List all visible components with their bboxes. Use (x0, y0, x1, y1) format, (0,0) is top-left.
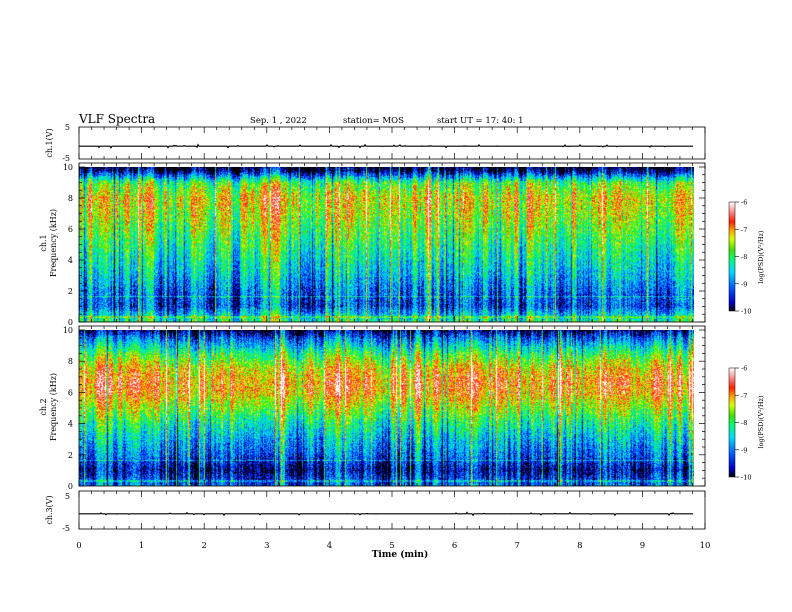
ch1-waveform-panel: 5 -5 ch.1(V) (45, 123, 706, 163)
ch2-spectrogram-ylabel-freq: Frequency (kHz) (49, 373, 58, 441)
ch3-waveform-ytick-bottom: -5 (62, 524, 70, 533)
start-ut-label: start UT = 17: 40: 1 (437, 116, 524, 126)
y-tick-label: 0 (68, 482, 73, 491)
y-tick-label: 8 (68, 357, 73, 366)
x-tick-label: 9 (640, 541, 645, 551)
ch2-colorbar-gradient (728, 367, 736, 478)
colorbar-tick-label: -10 (741, 474, 751, 482)
y-tick-label: 6 (68, 225, 73, 234)
ch3-waveform-ytick-top: 5 (65, 492, 70, 501)
ch2-spectrogram-yticks: 0 2 4 6 8 10 (63, 326, 705, 491)
colorbar-tick-label: -10 (741, 308, 751, 316)
ch3-waveform-ylabel: ch.3(V) (45, 495, 54, 524)
ch3-waveform-frame (78, 490, 706, 530)
ch3-waveform-panel: 5 -5 ch.3(V) (45, 490, 706, 533)
time-axis-ticks (78, 127, 706, 529)
time-axis-tick-labels: 0 1 2 3 4 5 6 7 8 9 10 (76, 541, 710, 551)
y-tick-label: 10 (63, 163, 73, 172)
y-tick-label: 4 (68, 256, 73, 265)
ch1-spectrogram-panel: 0 2 4 6 8 10 ch.1 Frequency (kHz) (39, 162, 706, 327)
ch3-waveform-line (79, 511, 693, 517)
ch2-spectrogram-ylabel-channel: ch.2 (39, 398, 48, 415)
colorbar-tick-label: -8 (741, 419, 747, 427)
colorbar-tick-label: -7 (741, 226, 747, 234)
ch1-spectrogram-image (79, 167, 694, 322)
y-tick-label: 8 (68, 194, 73, 203)
colorbar-tick-label: -9 (741, 446, 747, 454)
ch1-spectrogram-ylabel-freq: Frequency (kHz) (49, 209, 58, 277)
x-tick-label: 1 (139, 541, 144, 551)
date-label: Sep. 1 , 2022 (250, 116, 307, 126)
ch1-colorbar-ticks: -6 -7 -8 -9 -10 (735, 199, 751, 316)
x-tick-label: 3 (264, 541, 269, 551)
colorbar-tick-label: -6 (741, 199, 747, 207)
ch2-colorbar: -6 -7 -8 -9 -10 log(PSD)(V²/Hz) (728, 365, 765, 482)
x-tick-label: 10 (700, 541, 711, 551)
x-tick-label: 0 (76, 541, 81, 551)
colorbar-tick-label: -8 (741, 253, 747, 261)
ch1-spectrogram-yticks: 0 2 4 6 8 10 (63, 163, 705, 327)
ch1-waveform-ytick-bottom: -5 (62, 154, 70, 163)
x-tick-label: 7 (514, 541, 519, 551)
figure-title: VLF Spectra (78, 112, 155, 126)
colorbar-tick-label: -7 (741, 392, 747, 400)
ch1-waveform-ytick-top: 5 (65, 123, 70, 132)
ch1-colorbar-gradient (728, 201, 736, 312)
x-tick-label: 4 (327, 541, 332, 551)
y-tick-label: 2 (68, 287, 73, 296)
ch1-colorbar-label: log(PSD)(V²/Hz) (757, 230, 765, 283)
x-tick-label: 6 (452, 541, 457, 551)
y-tick-label: 0 (68, 318, 73, 327)
station-label: station= MOS (343, 116, 404, 126)
ch1-spectrogram-ylabel-channel: ch.1 (39, 234, 48, 251)
x-tick-label: 5 (389, 541, 394, 551)
x-axis-label: Time (min) (372, 549, 429, 560)
y-tick-label: 6 (68, 388, 73, 397)
colorbar-tick-label: -9 (741, 280, 747, 288)
ch1-waveform-line (79, 143, 693, 149)
ch2-spectrogram-image (79, 330, 694, 486)
y-tick-label: 10 (63, 326, 73, 335)
ch1-waveform-ylabel: ch.1(V) (45, 128, 54, 157)
ch2-spectrogram-panel: 0 2 4 6 8 10 ch.2 Frequency (kHz) (39, 325, 706, 491)
ch2-colorbar-label: log(PSD)(V²/Hz) (757, 395, 765, 448)
x-tick-label: 2 (201, 541, 206, 551)
ch2-colorbar-ticks: -6 -7 -8 -9 -10 (735, 365, 751, 482)
x-tick-label: 8 (577, 541, 582, 551)
ch1-colorbar: -6 -7 -8 -9 -10 log(PSD)(V²/Hz) (728, 199, 765, 316)
y-tick-label: 4 (68, 420, 73, 429)
colorbar-tick-label: -6 (741, 365, 747, 373)
y-tick-label: 2 (68, 451, 73, 460)
